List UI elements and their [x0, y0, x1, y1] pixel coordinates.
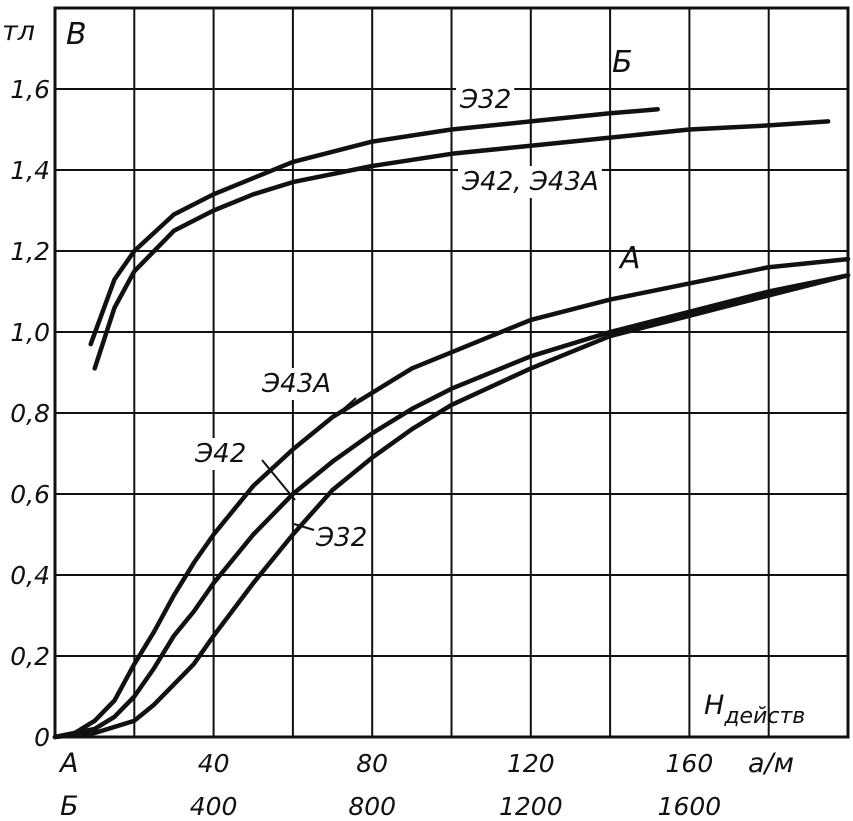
series-line	[52, 273, 851, 740]
y-tick-label: 0,8	[10, 399, 50, 428]
x-axis-symbol: Hдейств	[704, 690, 805, 729]
curve-group-label: А	[618, 241, 641, 276]
series-leader-line	[339, 397, 357, 413]
x-tick-label-b: 1200	[499, 792, 563, 821]
x-tick-label-a: 120	[507, 749, 555, 778]
x-tick-label-a: 40	[198, 749, 230, 778]
series-label: Э43А	[261, 369, 331, 399]
series-label-background	[258, 368, 335, 400]
x-tick-label-b: 400	[190, 792, 238, 821]
series-line	[52, 256, 851, 740]
series-label: Э32	[315, 523, 367, 553]
x-tick-label-a: 80	[356, 749, 388, 778]
series-label: Э32	[459, 85, 511, 115]
y-tick-label: 0,6	[10, 480, 50, 509]
series-leader-line	[261, 459, 296, 501]
series-label-background	[456, 84, 515, 116]
x-tick-label-b: 800	[348, 792, 396, 821]
x-tick-label-b: 1600	[658, 792, 722, 821]
y-axis-symbol: B	[66, 17, 87, 52]
series-label-background	[458, 166, 602, 198]
series-line	[88, 107, 660, 347]
y-tick-label: 0	[34, 723, 50, 752]
y-tick-label: 0,4	[10, 561, 50, 590]
series-label: Э42	[194, 439, 246, 469]
curve-group-label: Б	[612, 45, 633, 80]
labels: 0 0,2 0,4 0,6 0,8 1,0 1,2 1,4 1,6 тл B А 40 80 120 160 Б…	[2, 16, 805, 821]
series-label-background	[312, 522, 371, 554]
x-axis-unit: а/м	[748, 748, 794, 779]
y-tick-label: 1,4	[10, 156, 50, 185]
series-line	[92, 119, 831, 371]
series-leader-line	[293, 523, 315, 531]
y-tick-label: 0,2	[10, 642, 50, 671]
series-label: Э42, Э43А	[461, 167, 599, 197]
y-tick-label: 1,2	[10, 237, 50, 266]
x-scale-b-row-label: Б	[60, 791, 79, 821]
curves	[52, 107, 851, 740]
x-scale-a-row-label: А	[58, 748, 78, 779]
y-tick-label: 1,0	[10, 318, 50, 347]
series-line	[52, 273, 851, 740]
y-tick-label: 1,6	[10, 75, 50, 104]
x-tick-label-a: 160	[666, 749, 714, 778]
y-axis-unit: тл	[2, 16, 35, 47]
series-label-background	[191, 438, 250, 470]
